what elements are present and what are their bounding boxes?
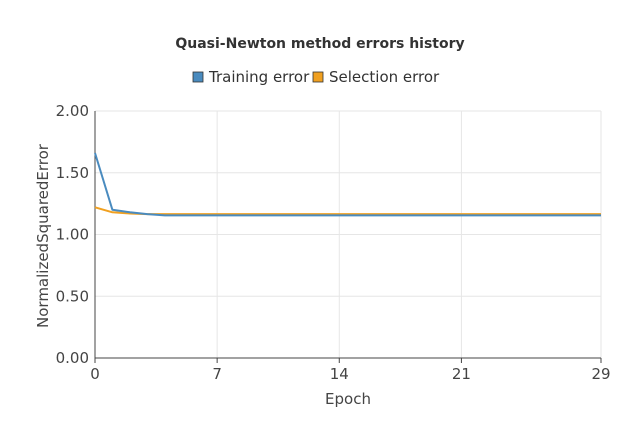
y-tick-label: 0.50 — [56, 287, 89, 305]
x-axis-label: Epoch — [325, 390, 371, 408]
series-layer — [94, 152, 601, 217]
y-axis-label: NormalizedSquaredError — [34, 143, 52, 328]
grid — [95, 110, 602, 358]
x-tick-label: 0 — [90, 365, 100, 383]
y-tick-label: 2.00 — [56, 102, 89, 120]
legend-swatch-training — [192, 71, 204, 83]
legend-label-selection: Selection error — [329, 68, 440, 86]
legend-swatch-selection — [312, 71, 324, 83]
y-tick-label: 0.00 — [56, 349, 89, 367]
legend-label-training: Training error — [208, 68, 310, 86]
x-tick-label: 7 — [212, 365, 222, 383]
y-tick-label: 1.00 — [56, 226, 89, 244]
x-tick-label: 14 — [330, 365, 349, 383]
legend: Training error Selection error — [192, 68, 440, 86]
chart-title: Quasi-Newton method errors history — [175, 36, 464, 52]
x-tick-label: 21 — [452, 365, 471, 383]
y-tick-label: 1.50 — [56, 164, 89, 182]
tick-labels: 0.00 0.50 1.00 1.50 2.00 0 7 14 21 29 — [56, 102, 611, 383]
axes — [94, 111, 602, 363]
x-tick-label: 29 — [591, 365, 610, 383]
series-line-selection-error — [94, 206, 601, 216]
series-line-training-error — [94, 152, 601, 217]
